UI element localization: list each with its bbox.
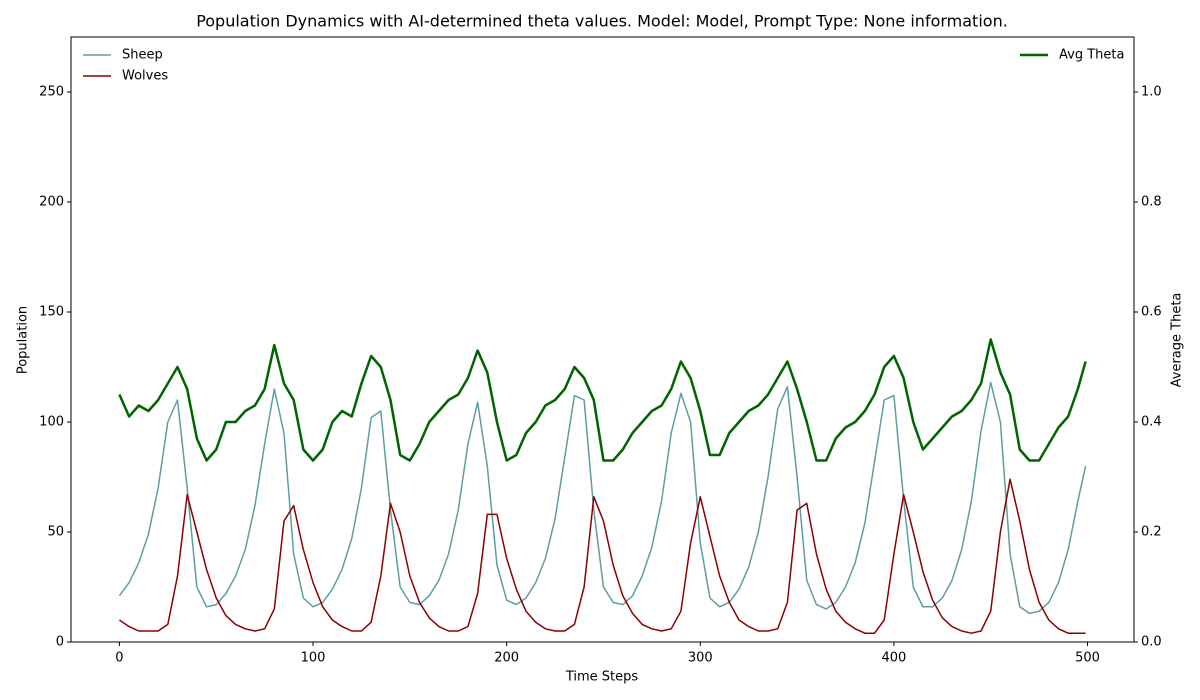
x-tick-label: 500 [1075,651,1100,666]
x-tick-label: 300 [688,651,713,666]
y2-tick-label: 0.2 [1141,525,1162,540]
y-tick-label: 0 [56,635,64,650]
series-line [118,338,1087,462]
legend-label: Wolves [122,69,168,84]
x-tick-label: 100 [301,651,326,666]
legend-label: Avg Theta [1059,48,1124,63]
y-tick-label: 150 [39,305,64,320]
legend-label: Sheep [122,48,163,63]
series-line [118,478,1086,634]
y2-axis-label: Average Theta [1170,293,1185,388]
y2-tick-label: 0.0 [1141,635,1162,650]
y2-tick-label: 0.6 [1141,305,1162,320]
series-line [118,381,1087,615]
x-tick-label: 200 [494,651,519,666]
y-tick-label: 200 [39,195,64,210]
y-tick-label: 50 [47,525,64,540]
y2-tick-label: 0.8 [1141,195,1162,210]
x-axis-label: Time Steps [565,670,639,685]
y2-tick-label: 1.0 [1141,85,1162,100]
x-tick-label: 0 [115,651,123,666]
chart-title: Population Dynamics with AI-determined t… [196,12,1008,31]
y-tick-label: 100 [39,415,64,430]
plot-frame [70,36,1135,643]
y-tick-label: 250 [39,85,64,100]
x-tick-label: 400 [881,651,906,666]
y2-tick-label: 0.4 [1141,415,1162,430]
y-axis-label: Population [16,306,31,374]
